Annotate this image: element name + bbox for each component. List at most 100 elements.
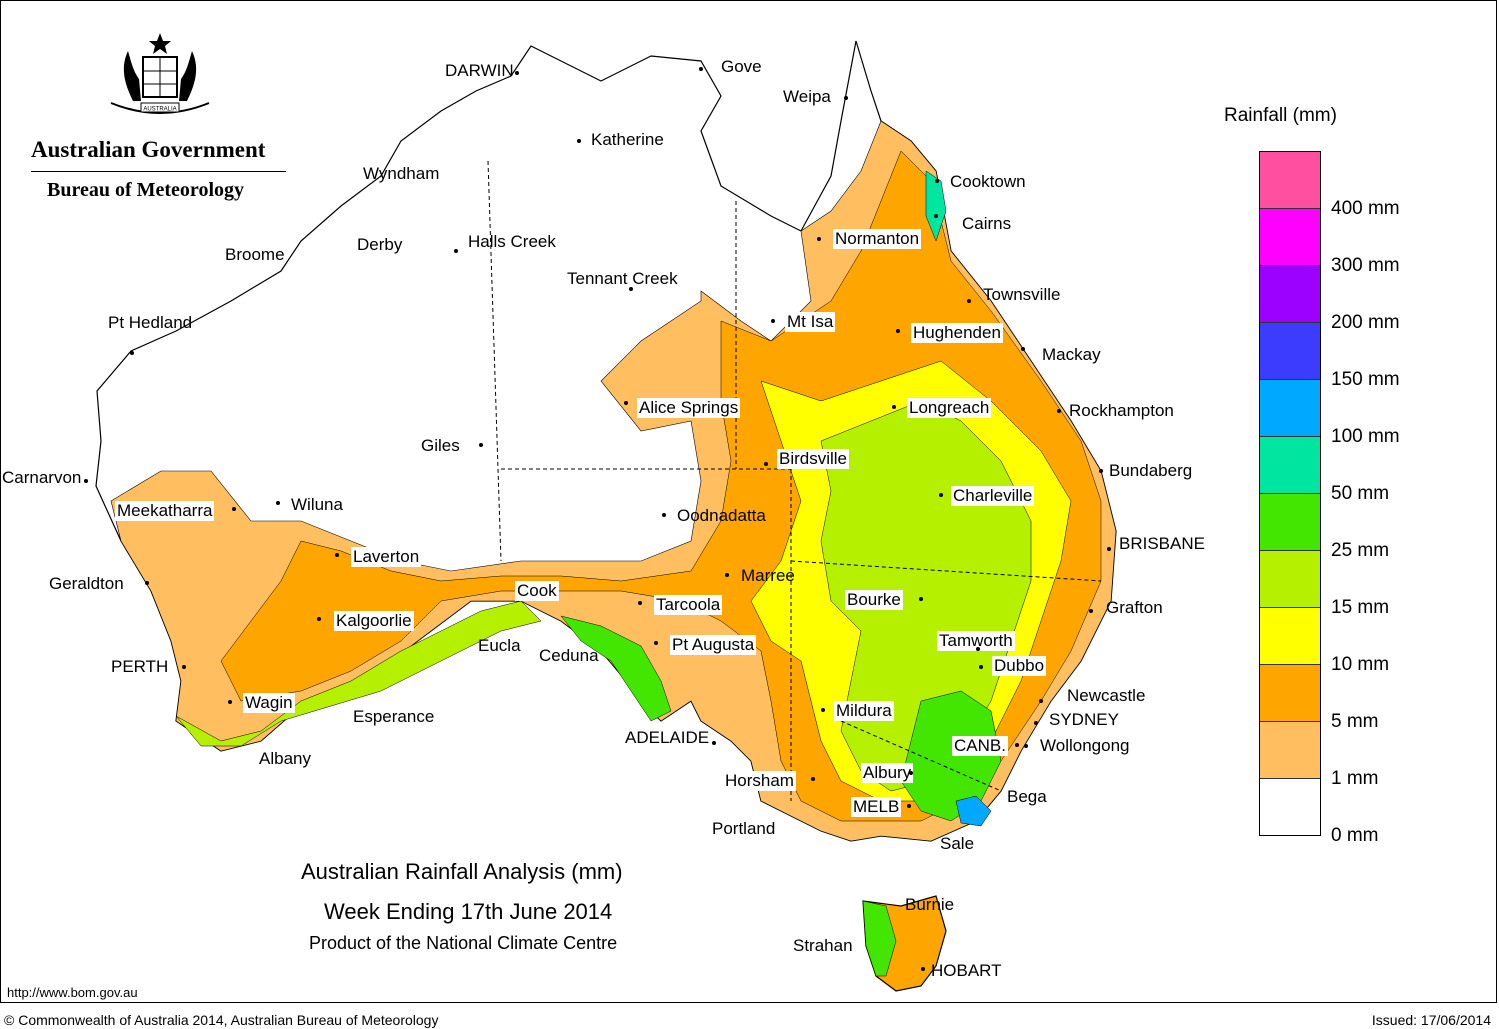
place-label: Katherine <box>591 130 664 149</box>
place-label: Geraldton <box>49 574 124 593</box>
place-label: Bega <box>1007 787 1047 806</box>
place-label: Giles <box>421 436 460 455</box>
town-marker <box>232 507 236 511</box>
place-label: Oodnadatta <box>677 506 766 525</box>
place-label: Grafton <box>1106 598 1163 617</box>
place-label: Halls Creek <box>468 232 556 251</box>
place-label: Newcastle <box>1067 686 1146 705</box>
place-label: Townsville <box>983 285 1061 304</box>
legend-color-bar <box>1259 151 1321 836</box>
legend-swatch <box>1260 209 1320 266</box>
town-marker <box>276 501 280 505</box>
place-label: Pt Augusta <box>670 635 757 655</box>
legend-swatch <box>1260 323 1320 380</box>
place-label: Sale <box>940 834 975 853</box>
place-label: BRISBANE <box>1119 534 1205 553</box>
place-label: Derby <box>357 235 403 254</box>
town-marker <box>934 214 938 218</box>
product-note: Product of the National Climate Centre <box>309 933 618 953</box>
place-label: Gove <box>721 57 762 76</box>
place-label: Hughenden <box>911 323 1003 343</box>
place-label: Charleville <box>951 486 1035 506</box>
legend-label: 0 mm <box>1331 825 1379 846</box>
town-marker <box>907 804 911 808</box>
place-label: Dubbo <box>992 656 1047 676</box>
town-marker <box>896 329 900 333</box>
place-label: Alice Springs <box>637 398 741 418</box>
town-marker <box>624 401 628 405</box>
town-marker <box>764 462 768 466</box>
legend-swatch <box>1260 266 1320 323</box>
place-label: Mt Isa <box>785 312 836 332</box>
town-marker <box>654 641 658 645</box>
town-marker <box>976 647 980 651</box>
place-label: ADELAIDE <box>625 728 710 747</box>
town-marker <box>892 405 896 409</box>
place-label: CANB. <box>952 736 1008 756</box>
town-marker <box>515 71 519 75</box>
rain-zone-100mm <box>955 795 992 827</box>
town-marker <box>1024 744 1028 748</box>
place-label: Tarcoola <box>654 595 723 615</box>
legend-swatch <box>1260 722 1320 779</box>
place-label: Eucla <box>478 636 521 655</box>
town-marker <box>1099 469 1103 473</box>
town-marker <box>1057 409 1061 413</box>
place-label: Kalgoorlie <box>334 611 414 631</box>
town-marker <box>84 479 88 483</box>
town-marker <box>967 299 971 303</box>
place-label: Meekatharra <box>115 501 215 521</box>
town-marker <box>662 513 666 517</box>
legend-label: 300 mm <box>1331 255 1400 276</box>
copyright-notice: © Commonwealth of Australia 2014, Austra… <box>4 1012 439 1028</box>
town-marker <box>939 493 943 497</box>
rain-zone-sw-coast <box>175 600 542 747</box>
town-marker <box>130 351 134 355</box>
town-marker <box>771 319 775 323</box>
place-label: Cook <box>515 581 559 601</box>
bureau-name: Bureau of Meteorology <box>47 179 245 201</box>
place-label: Esperance <box>353 707 435 726</box>
legend-label: 100 mm <box>1331 426 1400 447</box>
place-label: Pt Hedland <box>108 313 193 332</box>
place-label: Tamworth <box>937 631 1015 651</box>
place-label: Marree <box>741 566 795 585</box>
place-label: MELB <box>851 797 902 817</box>
rain-zone-sa-coast <box>560 615 672 722</box>
tasmania-west-green <box>862 900 897 977</box>
place-label: Albury <box>861 763 914 783</box>
place-label: Wagin <box>243 693 295 713</box>
place-label: Ceduna <box>539 646 599 665</box>
legend-label: 200 mm <box>1331 312 1400 333</box>
place-label: DARWIN <box>445 61 514 80</box>
town-marker <box>909 771 913 775</box>
town-marker <box>182 665 186 669</box>
town-marker <box>454 249 458 253</box>
header-divider <box>31 171 286 172</box>
coat-of-arms-icon: AUSTRALIA <box>110 33 210 114</box>
town-marker <box>817 237 821 241</box>
legend-swatch <box>1260 380 1320 437</box>
legend-swatch <box>1260 437 1320 494</box>
legend-swatch <box>1260 665 1320 722</box>
place-label: Mildura <box>834 701 894 721</box>
town-marker <box>228 700 232 704</box>
place-label: Burnie <box>905 895 955 914</box>
town-marker <box>1034 721 1038 725</box>
legend-swatch <box>1260 551 1320 608</box>
place-label: Portland <box>712 819 776 838</box>
town-marker <box>811 777 815 781</box>
town-marker <box>699 67 703 71</box>
legend-swatch <box>1260 152 1320 209</box>
legend-label: 25 mm <box>1331 540 1390 561</box>
place-label: Normanton <box>833 229 922 249</box>
map-frame: AUSTRALIA Australian Government Bureau o… <box>0 0 1497 1003</box>
legend-swatch <box>1260 608 1320 665</box>
place-label: Wollongong <box>1040 736 1130 755</box>
place-label: Tennant Creek <box>567 269 678 288</box>
place-label: Laverton <box>351 547 422 567</box>
website-link[interactable]: http://www.bom.gov.au <box>7 985 138 1000</box>
legend-title: Rainfall (mm) <box>1224 105 1337 126</box>
town-marker <box>1021 347 1025 351</box>
town-marker <box>629 287 633 291</box>
